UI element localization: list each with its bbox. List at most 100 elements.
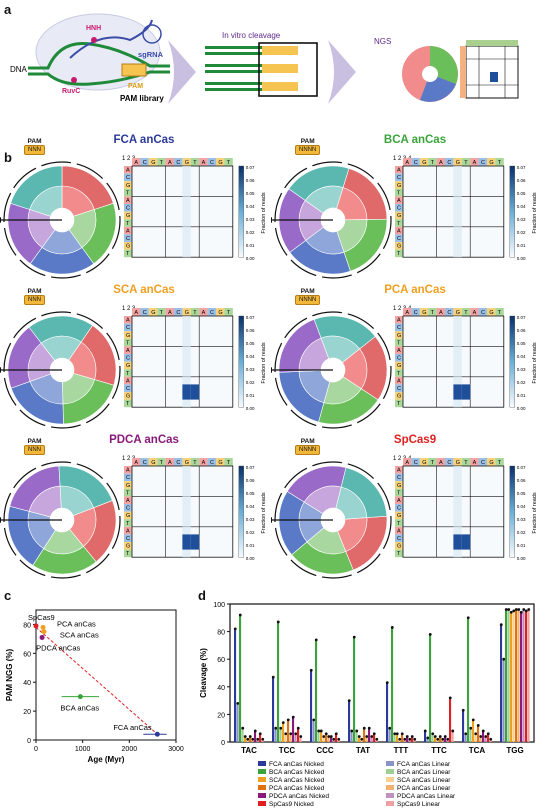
heatmap-hot-cell — [190, 392, 200, 400]
heatmap-col-base: A — [439, 160, 443, 166]
heatmap-col-header — [199, 458, 208, 466]
bar-point — [512, 609, 516, 613]
heatmap-row-header — [124, 384, 132, 392]
heatmap-col-header — [132, 308, 141, 316]
heatmap-col-header — [174, 308, 183, 316]
pam-badge-label: PAM — [27, 138, 42, 145]
heatmap-row-base: G — [397, 213, 401, 219]
heatmap-col-base: A — [202, 160, 206, 166]
colorbar-tick: 0.01 — [246, 243, 255, 248]
heatmap-col-header — [461, 158, 471, 166]
enzyme-title: BCA anCas — [383, 134, 447, 146]
colorbar-tick: 0.01 — [246, 543, 255, 548]
heatmap-col-base: T — [160, 160, 164, 166]
heatmap-row-header — [124, 204, 132, 212]
heatmap-col-base: C — [481, 310, 485, 316]
bar-point — [350, 729, 354, 733]
heatmap-cell — [453, 323, 462, 332]
sunburst-segment — [10, 165, 63, 210]
heatmap-row-header — [124, 188, 132, 197]
heatmap-hot-cell — [453, 392, 462, 400]
bar — [368, 728, 371, 742]
y-tick-label: 80 — [217, 630, 225, 637]
bar — [330, 736, 333, 742]
heatmap-row-base: G — [397, 544, 401, 550]
heatmap-row-header — [395, 331, 403, 339]
heatmap-row-header — [395, 346, 403, 354]
bar-point — [238, 613, 242, 617]
heatmap-cell — [453, 369, 462, 377]
heatmap-col-header — [445, 458, 454, 466]
heatmap-row-base: C — [397, 536, 401, 542]
bar-point — [332, 737, 336, 741]
heatmap-cell — [182, 526, 191, 535]
heatmap-row-base: C — [397, 236, 401, 242]
heatmap-col-base: C — [414, 160, 418, 166]
bar — [411, 736, 414, 742]
heatmap-row-base: C — [126, 536, 130, 542]
bar-point — [256, 737, 260, 741]
heatmap-row-header — [124, 511, 132, 520]
bar — [236, 703, 239, 742]
bar — [289, 733, 292, 742]
pam-label-a: PAM — [128, 83, 143, 90]
heatmap-col-base: C — [447, 460, 451, 466]
heatmap-row-header — [395, 496, 403, 504]
cleavage-duplexes — [205, 42, 318, 97]
heatmap-col-base: A — [439, 310, 443, 316]
pam-sunburst — [0, 461, 121, 579]
heatmap-row-base: T — [397, 251, 401, 257]
bar — [277, 621, 280, 742]
bar — [469, 728, 472, 742]
bar — [322, 736, 325, 742]
heatmap-cell — [453, 481, 462, 489]
legend-swatch — [258, 801, 266, 806]
heatmap-cell — [182, 488, 191, 497]
y-tick-label: 0 — [221, 740, 225, 747]
heatmap-col-header — [190, 158, 200, 166]
heatmap-row-base: C — [126, 386, 130, 392]
pam-badge-seq: NNNN — [295, 445, 321, 455]
heatmap-cell — [182, 399, 191, 408]
y-tick-label: 20 — [23, 709, 31, 716]
bar-point — [433, 735, 437, 738]
heatmap-hot-cell — [182, 534, 191, 542]
bar-point — [357, 735, 361, 738]
heatmap-col-header — [132, 158, 141, 166]
bar-point — [451, 729, 455, 733]
bar — [272, 677, 275, 742]
heatmap-col-header — [207, 458, 216, 466]
category-label: TCA — [469, 746, 486, 755]
heatmap-cell — [453, 354, 462, 362]
data-point — [33, 623, 39, 629]
colorbar-tick: 0.07 — [517, 315, 526, 320]
heatmap-cell — [182, 361, 191, 370]
sunburst-arrowhead — [271, 517, 272, 523]
bar-point — [355, 729, 359, 733]
heatmap-row-header — [124, 249, 132, 258]
heatmap-cell — [453, 249, 462, 258]
bar — [515, 609, 518, 742]
heatmap-col-base: G — [218, 310, 222, 316]
bar-point — [281, 721, 285, 725]
pam-badge-seq: NNNN — [295, 145, 321, 155]
colorbar-tick: 0.03 — [517, 517, 526, 522]
heatmap-cell — [453, 519, 462, 527]
bar-point — [426, 736, 430, 740]
colorbar-tick: 0.05 — [246, 341, 255, 346]
plot-frame — [229, 603, 535, 743]
legend-swatch — [386, 785, 394, 790]
bar-point — [395, 732, 399, 736]
bar — [391, 627, 394, 742]
bar-point — [428, 632, 432, 636]
enzyme-title: SpCas9 — [393, 434, 437, 446]
heatmap-cell — [182, 234, 191, 242]
heatmap-cell — [182, 473, 191, 482]
bar-point — [431, 732, 435, 736]
colorbar-label: Fraction of reads — [261, 492, 267, 534]
y-axis-label: Cleavage (%) — [199, 648, 208, 698]
bar-point — [309, 668, 313, 672]
heatmap-row-header — [395, 466, 403, 474]
heatmap-cell — [453, 181, 462, 189]
bar-point — [271, 675, 275, 679]
